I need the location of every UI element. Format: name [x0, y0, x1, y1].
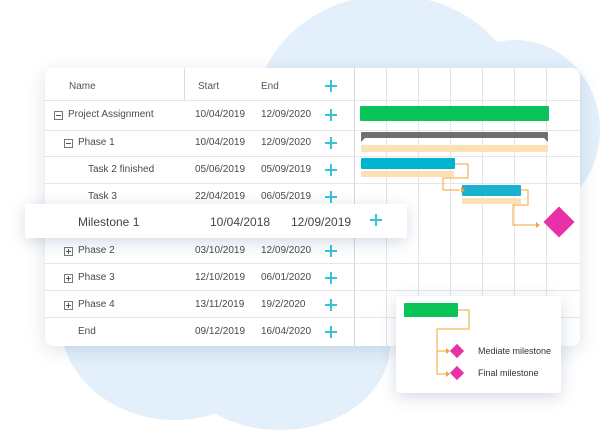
- task-2-bar[interactable]: [361, 158, 455, 169]
- task-name[interactable]: Project Assignment: [68, 109, 154, 120]
- row-divider: [45, 130, 580, 131]
- task-name[interactable]: Phase 1: [78, 137, 115, 148]
- task-name[interactable]: Phase 3: [78, 272, 115, 283]
- column-header-end[interactable]: End: [261, 81, 279, 92]
- add-task-plus-icon[interactable]: [325, 245, 337, 257]
- timeline-gridline: [546, 68, 547, 346]
- row-divider: [45, 290, 580, 291]
- task-start: 03/10/2019: [195, 245, 246, 256]
- timeline-gridline: [418, 68, 419, 346]
- task-start: 10/04/2019: [195, 137, 246, 148]
- row-divider: [45, 100, 580, 101]
- milestone-end: 12/09/2019: [291, 215, 352, 229]
- task-2-baseline-bar: [361, 171, 454, 177]
- dependency-arrows: [442, 163, 540, 228]
- add-task-plus-icon[interactable]: [325, 326, 337, 338]
- milestone-start: 10/04/2018: [210, 215, 271, 229]
- task-name[interactable]: Task 2 finished: [88, 164, 155, 175]
- timeline-gridline: [482, 68, 483, 346]
- collapse-toggle-icon[interactable]: [54, 111, 63, 120]
- task-end: 12/09/2020: [261, 109, 312, 120]
- phase-summary-right-cap: [540, 138, 548, 142]
- task-start: 12/10/2019: [195, 272, 246, 283]
- task-start: 10/04/2019: [195, 109, 246, 120]
- task-end: 12/09/2020: [261, 137, 312, 148]
- add-task-plus-icon[interactable]: [325, 109, 337, 121]
- column-header-name[interactable]: Name: [69, 81, 96, 92]
- add-task-plus-icon[interactable]: [325, 191, 337, 203]
- phase-summary-bar[interactable]: [361, 132, 548, 138]
- task-end: 12/09/2020: [261, 245, 312, 256]
- phase-summary-left-cap: [361, 138, 369, 142]
- task-name[interactable]: Phase 4: [78, 299, 115, 310]
- task-start: 13/11/2019: [195, 299, 245, 310]
- task-end: 06/01/2020: [261, 272, 312, 283]
- expand-toggle-icon[interactable]: [64, 247, 73, 256]
- task-3-baseline-bar: [462, 198, 521, 204]
- task-name[interactable]: Phase 2: [78, 245, 115, 256]
- phase-baseline-bar: [361, 145, 548, 152]
- task-name[interactable]: End: [78, 326, 96, 337]
- project-bar[interactable]: [360, 106, 549, 121]
- task-end: 05/09/2019: [261, 164, 312, 175]
- legend-green-bar: [404, 303, 458, 317]
- expand-toggle-icon[interactable]: [64, 274, 73, 283]
- task-name[interactable]: Task 3: [88, 191, 117, 202]
- timeline-gridline: [450, 68, 451, 346]
- add-task-plus-icon[interactable]: [325, 272, 337, 284]
- milestone-row-highlight[interactable]: Milestone 1 10/04/2018 12/09/2019: [25, 204, 407, 238]
- milestone-legend-popup: Mediate milestone Final milestone: [396, 296, 561, 393]
- expand-toggle-icon[interactable]: [64, 301, 73, 310]
- row-divider: [45, 317, 580, 318]
- grid-divider-name: [184, 68, 185, 100]
- task-3-bar[interactable]: [462, 185, 521, 196]
- row-divider: [45, 183, 580, 184]
- task-start: 05/06/2019: [195, 164, 246, 175]
- add-task-plus-icon[interactable]: [325, 299, 337, 311]
- row-divider: [45, 156, 580, 157]
- task-end: 06/05/2019: [261, 191, 312, 202]
- task-start: 09/12/2019: [195, 326, 246, 337]
- task-end: 19/2/2020: [261, 299, 306, 310]
- task-end: 16/04/2020: [261, 326, 312, 337]
- row-divider: [45, 263, 580, 264]
- milestone-name[interactable]: Milestone 1: [78, 215, 140, 229]
- add-task-plus-icon[interactable]: [325, 137, 337, 149]
- add-task-plus-icon[interactable]: [325, 164, 337, 176]
- collapse-toggle-icon[interactable]: [64, 139, 73, 148]
- timeline-gridline: [514, 68, 515, 346]
- legend-final-label: Final milestone: [478, 368, 539, 378]
- add-milestone-plus-icon[interactable]: [370, 214, 384, 228]
- legend-mediate-label: Mediate milestone: [478, 346, 552, 356]
- legend-connectors: [436, 309, 470, 377]
- task-start: 22/04/2019: [195, 191, 246, 202]
- column-header-start[interactable]: Start: [198, 81, 220, 92]
- add-column-plus-icon[interactable]: [325, 80, 337, 92]
